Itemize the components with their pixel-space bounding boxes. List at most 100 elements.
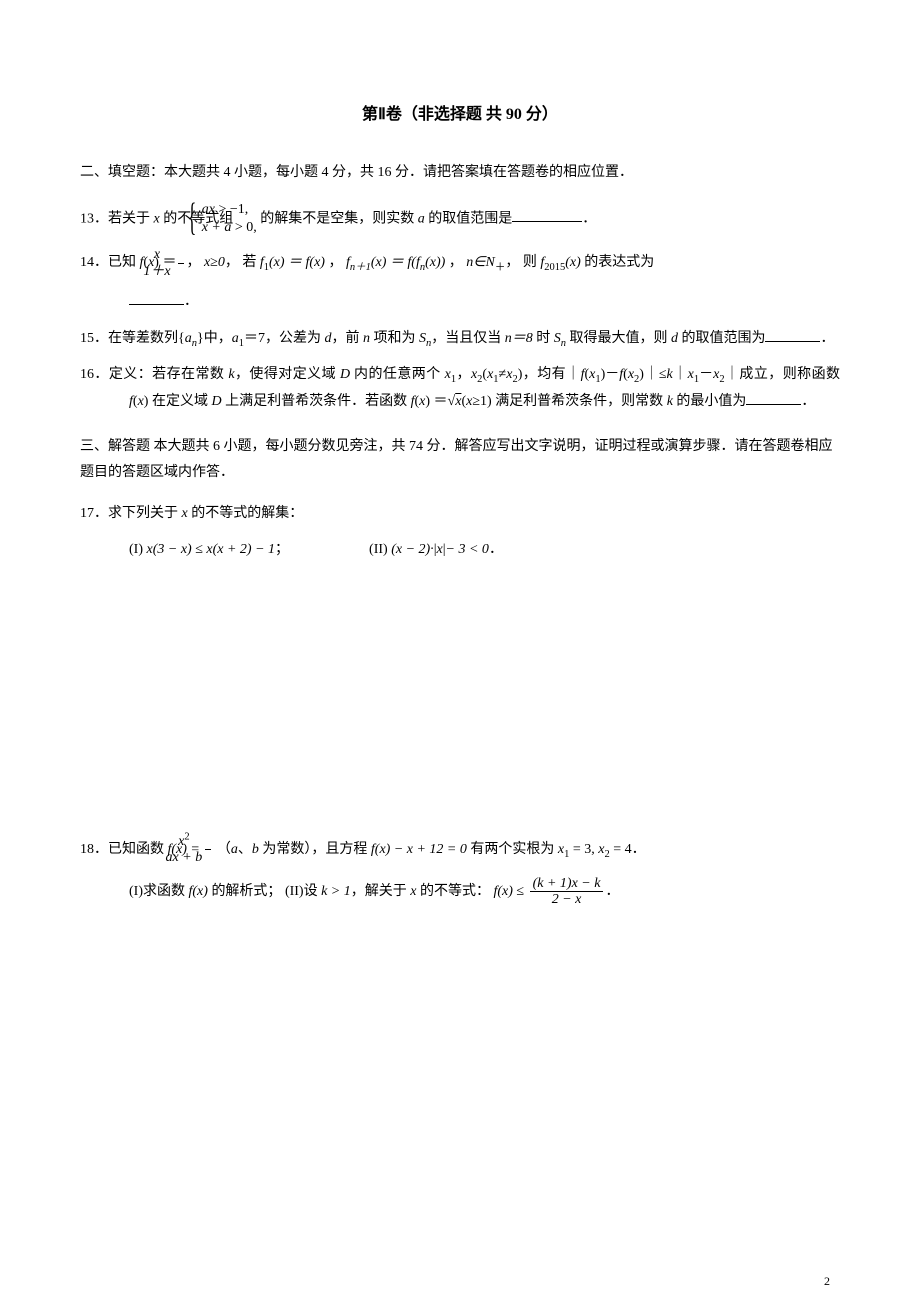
- q14-t3: ， 若: [225, 255, 260, 270]
- q13-sys-l2b: > 0,: [231, 220, 256, 235]
- q13-pre: 若关于: [108, 211, 154, 226]
- page-number: 2: [824, 1270, 830, 1293]
- q14-t4: ，: [325, 255, 346, 270]
- q13-num: 13．: [80, 211, 108, 226]
- q15-t3: ＝7，公差为: [244, 331, 325, 346]
- q17-workspace: [80, 564, 840, 824]
- q14-frac: x1＋x: [178, 247, 184, 279]
- q18-t3: 为常数），且方程: [259, 842, 371, 857]
- q18-p2-frac: (k + 1)x − k2 − x: [530, 876, 604, 908]
- q13-blank: [512, 207, 582, 222]
- q15-a1-a: a: [232, 331, 239, 346]
- question-16: 16．定义：若存在常数 k，使得对定义域 D 内的任意两个 x1，x2(x1≠x…: [80, 362, 840, 415]
- q16-t2: ，使得对定义域: [235, 367, 340, 382]
- q18-eq: (x) − x + 12 = 0: [375, 842, 467, 857]
- q17-p2-expr-a: (x − 2)·: [391, 542, 434, 557]
- q18-p1-t1: 求函数: [143, 884, 189, 899]
- question-18: 18．已知函数 f(x) = x2ax + b （a、b 为常数），且方程 f(…: [80, 834, 840, 866]
- q14-t7: 的表达式为: [581, 255, 655, 270]
- q16-t9: 在定义域: [148, 394, 211, 409]
- q18-frac-num-sup: 2: [184, 831, 189, 842]
- q15-Sn2-S: S: [554, 331, 561, 346]
- q18-num: 18．: [80, 842, 108, 857]
- q18-p2-period: ．: [605, 884, 619, 899]
- q18-p2-t2: ，解关于: [351, 884, 411, 899]
- q14-t6: ， 则: [505, 255, 540, 270]
- q14-f2015arg: (x): [565, 255, 581, 270]
- q15-Sn-S: S: [419, 331, 426, 346]
- q18-p2-label: (II): [285, 884, 304, 899]
- q17-p1-label: (I): [129, 542, 147, 557]
- q15-d2: d: [671, 331, 678, 346]
- q16-D: D: [340, 367, 350, 382]
- q13-system: ax > −1, x + a > 0,: [237, 201, 257, 237]
- q14-t2: ，: [186, 255, 204, 270]
- q18-frac-den: ax + b: [205, 850, 211, 865]
- q15-t5: 项和为: [370, 331, 419, 346]
- q14-blank: [129, 290, 184, 305]
- q15-t4: ，前: [331, 331, 363, 346]
- q17-parts: (I) x(3 − x) ≤ x(x + 2) − 1； (II) (x − 2)…: [80, 537, 840, 564]
- q14-period: ．: [184, 294, 198, 309]
- q13-sys-l2a: x + a: [202, 220, 232, 235]
- q16-t7: ｜: [673, 367, 688, 382]
- q13-sys-l1b: > −1,: [215, 202, 248, 217]
- q13-sys-l1a: ax: [202, 202, 215, 217]
- q15-t9: 的取值范围为: [678, 331, 766, 346]
- q17-t2: 的不等式的解集：: [188, 506, 304, 521]
- q16-t3: 内的任意两个: [350, 367, 445, 382]
- q16-t8: ｜成立，则称函数: [725, 367, 841, 382]
- q14-nin: n∈N: [466, 255, 495, 270]
- q15-t2: }中，: [197, 331, 232, 346]
- q15-t1: 在等差数列{: [108, 331, 185, 346]
- q16-t10: 上满足利普希茨条件．若函数: [222, 394, 411, 409]
- q15-an-a: a: [185, 331, 192, 346]
- q15-period: ．: [820, 331, 834, 346]
- section-2-intro: 二、填空题：本大题共 4 小题，每小题 4 分，共 16 分．请把答案填在答题卷…: [80, 160, 840, 187]
- q16-D2: D: [211, 394, 221, 409]
- q15-num: 15．: [80, 331, 108, 346]
- q16-cond: ≥1): [472, 394, 491, 409]
- q18-a: a: [231, 842, 238, 857]
- q14-frac-num: x: [178, 247, 184, 263]
- q17-p1-expr: x(3 − x) ≤ x(x + 2) − 1: [147, 542, 276, 557]
- q14-xge0: x≥0: [204, 255, 225, 270]
- q14-num: 14．: [80, 255, 108, 270]
- q18-p2-k: k > 1: [321, 884, 351, 899]
- q16-period: ．: [801, 394, 815, 409]
- q14-f1arg: (x) ＝ f(x): [269, 255, 325, 270]
- q18-t1: 已知函数: [108, 842, 168, 857]
- q14-fn1arg2: (x)): [425, 255, 445, 270]
- q17-p2-label: (II): [369, 542, 391, 557]
- q14-plus: ＋: [495, 262, 506, 273]
- q17-p2-expr-b: − 3 < 0: [446, 542, 489, 557]
- q18-frac: x2ax + b: [205, 834, 211, 866]
- q14-frac-den: 1＋x: [178, 264, 184, 279]
- q18-t2b: 、: [238, 842, 252, 857]
- question-14-cont: ．: [80, 289, 840, 316]
- q16-t6: ｜≤: [644, 367, 667, 382]
- q16-minus: －: [605, 367, 619, 382]
- q16-t12: 的最小值为: [673, 394, 747, 409]
- q18-x2-eq: = 4: [610, 842, 632, 857]
- q17-p2-period: ．: [489, 542, 503, 557]
- question-15: 15．在等差数列{an}中，a1＝7，公差为 d，前 n 项和为 Sn，当且仅当…: [80, 326, 840, 353]
- section-3-intro: 三、解答题 本大题共 6 小题，每小题分数见旁注，共 74 分．解答应写出文字说…: [80, 434, 840, 487]
- q18-b: b: [252, 842, 259, 857]
- q15-n: n: [363, 331, 370, 346]
- q18-p2-frac-den: 2 − x: [530, 892, 604, 907]
- q15-n8: n＝8: [505, 331, 533, 346]
- q17-p1-semi: ；: [275, 542, 289, 557]
- q18-p2-t3: 的不等式：: [416, 884, 493, 899]
- q14-t1: 已知: [108, 255, 140, 270]
- q16-t4: ，: [456, 367, 471, 382]
- q18-p1-x: (x): [192, 884, 208, 899]
- q13-var-a: a: [418, 211, 425, 226]
- q14-fn1arg: (x) ＝ f(f: [371, 255, 420, 270]
- q14-fn1sub: n＋1: [350, 262, 371, 273]
- q14-f2015sub: 2015: [544, 262, 565, 273]
- q18-t5: ．: [632, 842, 646, 857]
- q16-fdef-rp: ) ＝: [425, 394, 447, 409]
- q15-t6: ，当且仅当: [431, 331, 505, 346]
- q16-num: 16．: [80, 367, 109, 382]
